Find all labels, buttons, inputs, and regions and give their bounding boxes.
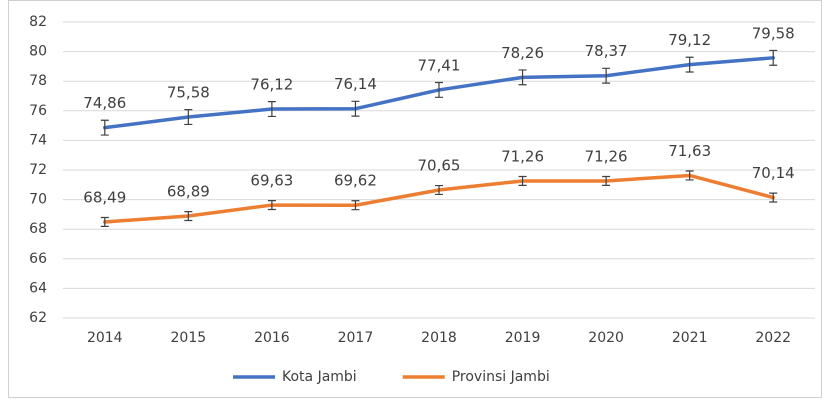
x-tick-label: 2018 — [421, 330, 457, 346]
x-tick-label: 2020 — [588, 330, 624, 346]
x-tick-label: 2015 — [171, 330, 207, 346]
data-label: 75,58 — [167, 84, 210, 102]
y-tick-label: 80 — [29, 44, 47, 60]
data-label: 74,86 — [83, 94, 126, 112]
data-label: 69,63 — [250, 172, 293, 190]
error-bar — [685, 170, 694, 181]
data-label: 77,41 — [418, 56, 461, 74]
error-bar — [267, 101, 276, 118]
error-bar — [602, 175, 611, 186]
data-label: 78,37 — [585, 42, 628, 60]
error-bar — [685, 56, 694, 73]
error-bar — [267, 200, 276, 211]
error-bar — [184, 109, 193, 126]
legend-label: Provinsi Jambi — [452, 369, 550, 385]
y-tick-label: 76 — [29, 103, 47, 119]
legend-label: Kota Jambi — [282, 369, 357, 385]
data-label: 70,14 — [752, 164, 795, 182]
x-tick-label: 2022 — [755, 330, 791, 346]
error-bar — [435, 184, 443, 196]
x-tick-label: 2016 — [254, 330, 290, 346]
y-tick-label: 82 — [29, 14, 47, 30]
x-tick-label: 2014 — [87, 330, 123, 346]
error-bar — [184, 210, 193, 222]
error-bar — [100, 119, 109, 136]
data-label: 71,63 — [668, 142, 711, 160]
y-tick-label: 66 — [29, 251, 47, 267]
data-label: 76,12 — [250, 76, 293, 94]
data-label: 69,62 — [334, 172, 377, 190]
y-tick-label: 64 — [29, 280, 47, 296]
x-tick-label: 2021 — [672, 330, 708, 346]
data-label: 79,58 — [752, 24, 795, 42]
error-bar — [518, 69, 527, 86]
y-tick-label: 78 — [29, 73, 47, 89]
data-label: 79,12 — [668, 31, 711, 49]
data-label: 68,49 — [83, 188, 126, 206]
data-label: 71,26 — [501, 147, 544, 165]
error-bar — [602, 67, 611, 84]
y-tick-label: 74 — [29, 132, 47, 148]
data-label: 78,26 — [501, 44, 544, 62]
error-bar — [100, 216, 109, 227]
data-label: 70,65 — [418, 156, 461, 174]
y-tick-label: 72 — [29, 162, 47, 178]
y-tick-label: 68 — [29, 221, 47, 237]
error-bar — [435, 81, 443, 98]
x-tick-label: 2017 — [338, 330, 374, 346]
data-label: 68,89 — [167, 183, 210, 201]
error-bar — [769, 49, 778, 66]
x-tick-label: 2019 — [505, 330, 541, 346]
error-bar — [351, 200, 360, 211]
error-bar — [769, 192, 778, 203]
error-bar — [518, 175, 527, 186]
error-bar — [351, 100, 360, 117]
data-label: 76,14 — [334, 75, 377, 93]
y-tick-label: 70 — [29, 192, 47, 208]
data-label: 71,26 — [585, 147, 628, 165]
y-tick-label: 62 — [29, 310, 47, 326]
